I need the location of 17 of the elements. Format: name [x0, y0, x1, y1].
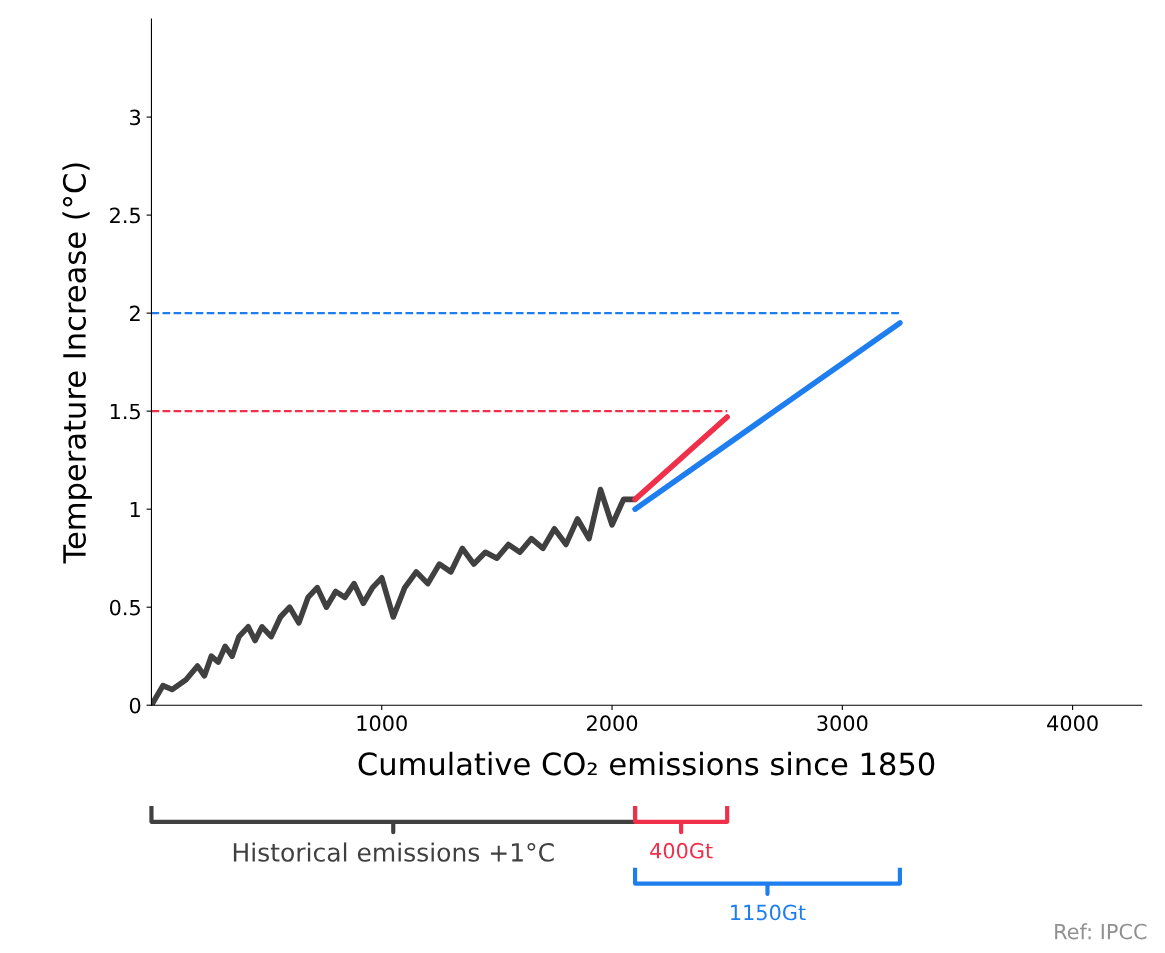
- text: Ref: IPCC: [1055, 923, 1147, 940]
- x-tick-label: 3000: [817, 715, 868, 732]
- y-tick-label: 0: [129, 697, 141, 714]
- y-tick-label: 1: [130, 501, 140, 518]
- y-tick-label: 2: [130, 305, 140, 322]
- y-tick-label: 1.5: [110, 403, 140, 420]
- x-axis-title: Cumulative CO₂ emissions since 1850: [358, 751, 935, 776]
- y-tick-label: 3: [130, 109, 141, 126]
- y-tick-label: 2.5: [110, 207, 140, 224]
- text: 1150Gt: [731, 904, 806, 921]
- x-tick-label: 4000: [1047, 715, 1098, 732]
- text: 400Gt: [650, 842, 713, 859]
- y-axis-title: Temperature Increase (°C): [62, 163, 92, 564]
- y-tick-label: 0.5: [109, 599, 140, 616]
- text: Historical emissions +1°C: [233, 842, 554, 862]
- x-tick-label: 2000: [587, 715, 638, 732]
- x-tick-label: 1000: [357, 715, 407, 732]
